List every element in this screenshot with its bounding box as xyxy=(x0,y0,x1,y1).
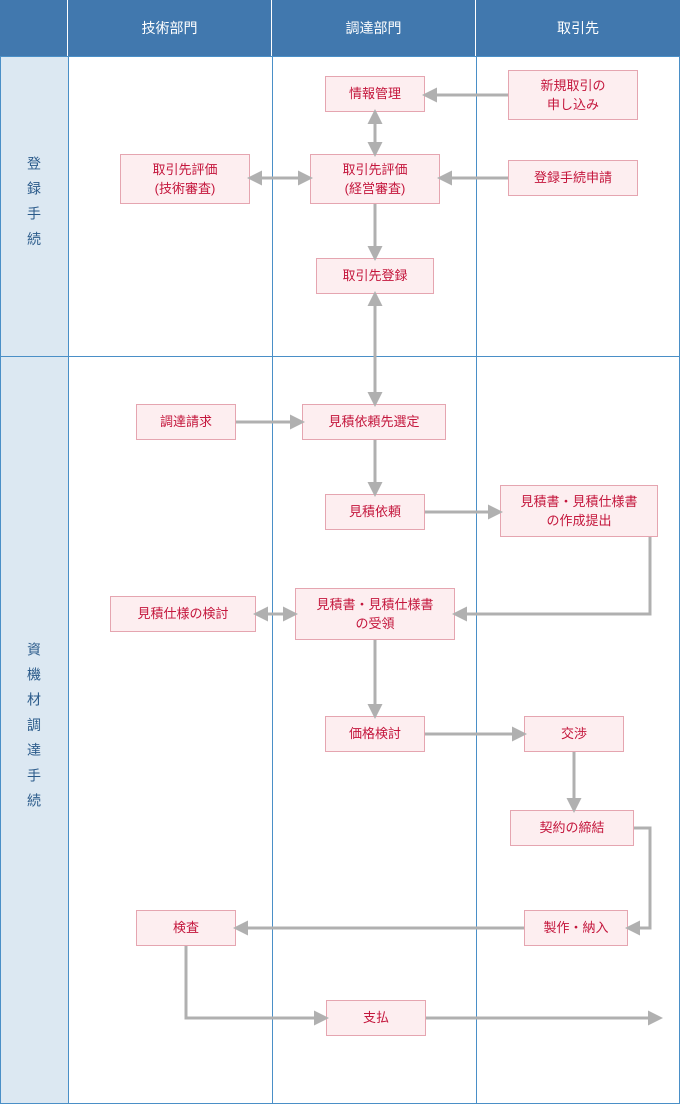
flow-node-n5: 登録手続申請 xyxy=(508,160,638,196)
flow-node-n12: 見積書・見積仕様書 の受領 xyxy=(295,588,455,640)
column-header-col0 xyxy=(0,0,68,56)
flow-node-label: 検査 xyxy=(173,918,199,938)
flow-node-label: 登録手続申請 xyxy=(534,168,612,188)
column-header-col1: 技術部門 xyxy=(68,0,272,56)
flow-node-n3: 取引先評価 (技術審査) xyxy=(120,154,250,204)
flow-node-n13: 価格検討 xyxy=(325,716,425,752)
flow-node-n1: 情報管理 xyxy=(325,76,425,112)
flow-node-label: 見積書・見積仕様書 の作成提出 xyxy=(520,492,637,531)
flow-node-label: 契約の締結 xyxy=(539,818,604,838)
flow-node-label: 取引先登録 xyxy=(342,266,407,286)
flow-node-label: 価格検討 xyxy=(349,724,401,744)
flow-node-label: 支払 xyxy=(363,1008,389,1028)
grid-vline xyxy=(68,56,69,1104)
flow-node-n10: 見積書・見積仕様書 の作成提出 xyxy=(500,485,658,537)
flow-node-label: 製作・納入 xyxy=(543,918,608,938)
grid-hline xyxy=(0,356,680,357)
grid-vline xyxy=(272,56,273,1104)
flow-node-n14: 交渉 xyxy=(524,716,624,752)
flow-node-label: 見積仕様の検討 xyxy=(137,604,228,624)
flow-node-n15: 契約の締結 xyxy=(510,810,634,846)
flow-node-n4: 取引先評価 (経営審査) xyxy=(310,154,440,204)
flow-node-label: 取引先評価 (経営審査) xyxy=(342,160,407,199)
column-header-col3: 取引先 xyxy=(476,0,680,56)
flow-node-n9: 見積依頼 xyxy=(325,494,425,530)
grid-vline xyxy=(476,56,477,1104)
flow-node-label: 見積依頼先選定 xyxy=(328,412,419,432)
flow-node-label: 見積書・見積仕様書 の受領 xyxy=(316,595,433,634)
flow-node-n8: 見積依頼先選定 xyxy=(302,404,446,440)
flow-node-label: 交渉 xyxy=(561,724,587,744)
grid-outer-border xyxy=(0,56,680,1104)
flow-node-label: 新規取引の 申し込み xyxy=(540,76,605,115)
flow-node-n17: 検査 xyxy=(136,910,236,946)
flow-node-label: 調達請求 xyxy=(160,412,212,432)
flow-node-label: 情報管理 xyxy=(349,84,401,104)
column-header-label: 技術部門 xyxy=(142,18,198,38)
flow-node-n7: 調達請求 xyxy=(136,404,236,440)
flow-node-n11: 見積仕様の検討 xyxy=(110,596,256,632)
column-header-label: 調達部門 xyxy=(346,18,402,38)
flow-node-label: 見積依頼 xyxy=(349,502,401,522)
column-header-label: 取引先 xyxy=(557,18,599,38)
flow-node-n2: 新規取引の 申し込み xyxy=(508,70,638,120)
flow-node-n18: 支払 xyxy=(326,1000,426,1036)
flow-node-n16: 製作・納入 xyxy=(524,910,628,946)
flow-node-label: 取引先評価 (技術審査) xyxy=(152,160,217,199)
flow-node-n6: 取引先登録 xyxy=(316,258,434,294)
column-header-col2: 調達部門 xyxy=(272,0,476,56)
